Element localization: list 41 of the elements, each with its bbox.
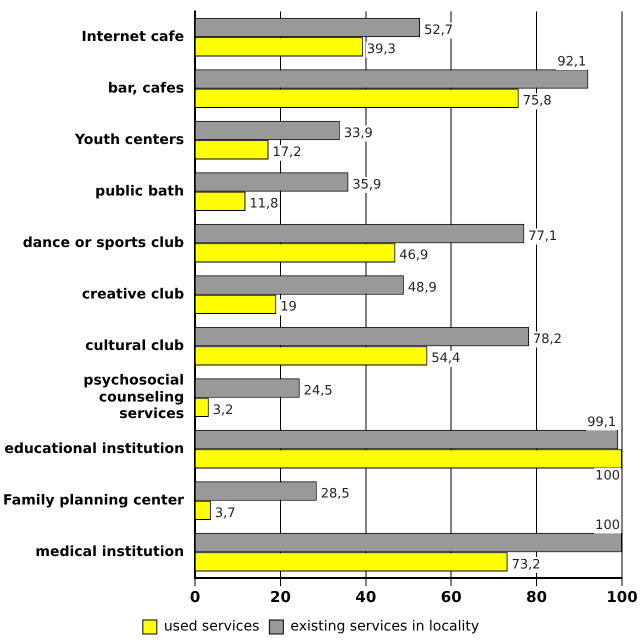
x-tick-label: 100 xyxy=(606,588,638,606)
data-label: 73,2 xyxy=(512,557,541,572)
data-label: 99,1 xyxy=(587,414,616,430)
x-tick-label: 20 xyxy=(270,588,291,606)
data-label: 100 xyxy=(595,518,620,533)
y-tick-label: bar, cafes xyxy=(108,80,184,96)
x-tick-label: 80 xyxy=(526,588,548,606)
legend-label: used services xyxy=(164,618,260,635)
y-tick-label: creative club xyxy=(82,286,184,302)
y-tick-label: cultural club xyxy=(85,338,184,354)
data-label: 11,8 xyxy=(249,196,278,212)
y-tick-label: educational institution xyxy=(4,440,184,457)
legend-label: existing services in locality xyxy=(290,618,480,635)
data-label: 92,1 xyxy=(557,54,586,70)
data-label: 39,3 xyxy=(366,42,396,58)
data-label: 54,4 xyxy=(431,351,460,366)
data-label: 28,5 xyxy=(320,486,350,502)
data-label: 33,9 xyxy=(344,126,373,141)
data-label: 35,9 xyxy=(352,177,382,192)
data-label: 17,2 xyxy=(272,145,302,160)
data-label: 3,7 xyxy=(214,506,236,521)
data-label: 75,8 xyxy=(522,94,552,109)
data-label: 46,9 xyxy=(399,248,428,264)
data-label: 78,2 xyxy=(532,332,562,347)
y-tick-label: Youth centers xyxy=(74,132,184,148)
data-label: 3,2 xyxy=(212,402,234,418)
data-label: 100 xyxy=(595,468,620,484)
y-tick-label: public bath xyxy=(95,183,184,200)
data-label: 48,9 xyxy=(408,280,437,296)
data-label: 77,1 xyxy=(528,228,558,244)
data-label: 19 xyxy=(280,300,297,315)
x-tick-label: 0 xyxy=(190,588,200,606)
y-tick-label: psychosocial counseling services xyxy=(83,372,184,422)
y-tick-label: medical institution xyxy=(35,544,184,560)
data-label: 24,5 xyxy=(304,383,333,398)
data-label: 52,7 xyxy=(424,22,454,38)
y-tick-label: Internet cafe xyxy=(81,28,184,45)
y-tick-label: dance or sports club xyxy=(22,234,184,251)
y-tick-label: Family planning center xyxy=(2,492,184,508)
x-tick-label: 60 xyxy=(440,588,462,606)
x-tick-label: 40 xyxy=(355,588,376,606)
